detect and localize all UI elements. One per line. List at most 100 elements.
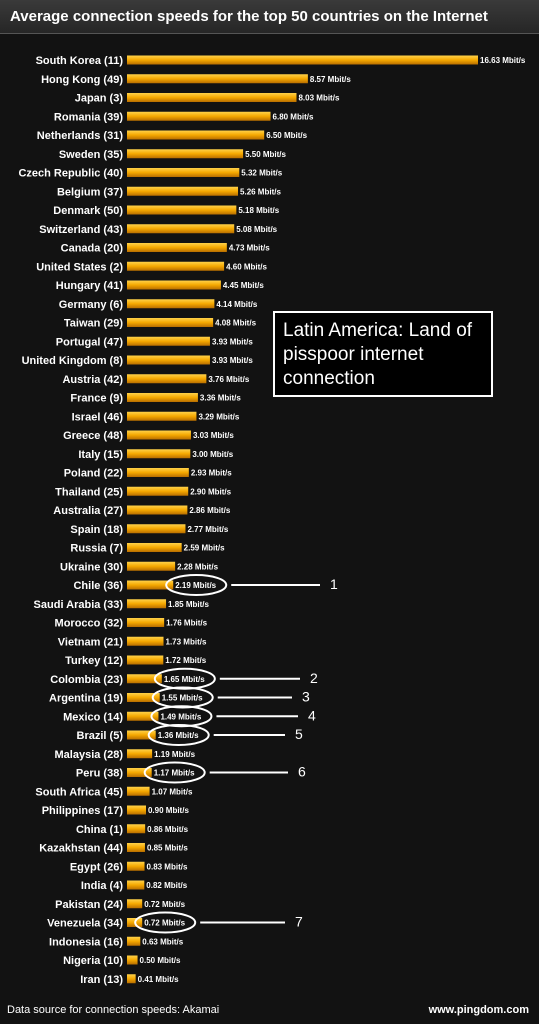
- value-label: 1.73 Mbit/s: [166, 637, 207, 646]
- value-label: 5.32 Mbit/s: [241, 169, 282, 178]
- country-label: Japan (3): [75, 93, 124, 105]
- country-label: Venezuela (34): [47, 918, 123, 930]
- bar: [127, 880, 145, 890]
- bar: [127, 543, 182, 552]
- country-label: Indonesia (16): [49, 936, 123, 948]
- value-label: 0.72 Mbit/s: [144, 919, 185, 928]
- value-label: 0.41 Mbit/s: [138, 975, 179, 984]
- bar: [127, 899, 143, 909]
- value-label: 1.19 Mbit/s: [154, 750, 195, 759]
- value-label: 1.36 Mbit/s: [158, 731, 199, 740]
- country-label: Taiwan (29): [64, 318, 123, 330]
- value-label: 2.90 Mbit/s: [190, 487, 231, 496]
- country-label: Czech Republic (40): [18, 168, 123, 180]
- bar-chart: South Korea (11) 16.63 Mbit/s Hong Kong (4…: [0, 38, 539, 998]
- chart-svg: South Korea (11) 16.63 Mbit/s Hong Kong (4…: [18, 55, 525, 986]
- country-label: Hong Kong (49): [41, 74, 123, 86]
- country-label: Colombia (23): [50, 674, 123, 686]
- value-label: 4.14 Mbit/s: [216, 300, 257, 309]
- value-label: 0.63 Mbit/s: [142, 937, 183, 946]
- highlight-circle: [147, 724, 210, 746]
- value-label: 2.59 Mbit/s: [184, 544, 225, 553]
- value-label: 1.17 Mbit/s: [154, 769, 195, 778]
- value-label: 3.00 Mbit/s: [192, 450, 233, 459]
- bar: [127, 674, 162, 684]
- country-label: South Korea (11): [36, 55, 124, 67]
- bar: [127, 280, 221, 290]
- bar: [127, 355, 210, 365]
- value-label: 6.50 Mbit/s: [266, 131, 307, 140]
- bar: [127, 449, 191, 459]
- value-label: 3.76 Mbit/s: [208, 375, 249, 384]
- value-label: 0.82 Mbit/s: [146, 881, 187, 890]
- country-label: Pakistan (24): [55, 899, 123, 911]
- bar: [127, 93, 297, 102]
- country-label: Morocco (32): [55, 618, 124, 630]
- bar: [127, 786, 150, 796]
- value-label: 2.93 Mbit/s: [191, 469, 232, 478]
- bar: [127, 486, 189, 496]
- value-label: 8.03 Mbit/s: [298, 94, 339, 103]
- country-label: Nigeria (10): [63, 955, 123, 967]
- country-label: Australia (27): [53, 505, 123, 517]
- value-label: 3.36 Mbit/s: [200, 394, 241, 403]
- bar: [127, 336, 210, 346]
- country-label: Portugal (47): [56, 336, 124, 348]
- country-label: Greece (48): [63, 430, 123, 442]
- value-label: 0.90 Mbit/s: [148, 806, 189, 815]
- country-label: China (1): [76, 824, 123, 836]
- country-label: South Africa (45): [35, 786, 123, 798]
- country-label: Italy (15): [78, 449, 123, 461]
- page-title: Average connection speeds for the top 50…: [0, 0, 539, 34]
- marker-number: 2: [310, 670, 318, 686]
- highlight-circle: [143, 761, 206, 784]
- value-label: 5.26 Mbit/s: [240, 187, 281, 196]
- bar: [127, 430, 191, 440]
- value-label: 1.72 Mbit/s: [165, 656, 206, 665]
- value-label: 1.85 Mbit/s: [168, 600, 209, 609]
- bar: [127, 805, 146, 815]
- country-label: Peru (38): [76, 768, 123, 780]
- country-label: Poland (22): [64, 468, 124, 480]
- highlight-circle: [150, 705, 213, 728]
- country-label: Vietnam (21): [58, 636, 124, 648]
- bar: [127, 580, 174, 590]
- value-label: 3.93 Mbit/s: [212, 356, 253, 365]
- bar: [127, 711, 159, 721]
- country-label: Brazil (5): [77, 730, 124, 742]
- value-label: 2.86 Mbit/s: [189, 506, 230, 515]
- value-label: 0.72 Mbit/s: [144, 900, 185, 909]
- bar: [127, 243, 227, 252]
- bar: [127, 693, 160, 702]
- value-label: 2.19 Mbit/s: [175, 581, 216, 590]
- country-label: Germany (6): [59, 299, 124, 311]
- country-label: Argentina (19): [49, 693, 123, 705]
- country-label: India (4): [81, 880, 124, 892]
- value-label: 4.08 Mbit/s: [215, 319, 256, 328]
- value-label: 0.86 Mbit/s: [147, 825, 188, 834]
- bar: [127, 599, 167, 609]
- bar: [127, 224, 235, 234]
- annotation-box: Latin America: Land of pisspoor internet…: [273, 311, 493, 397]
- country-label: Netherlands (31): [37, 130, 124, 142]
- bar: [127, 111, 271, 121]
- value-label: 1.65 Mbit/s: [164, 675, 205, 684]
- bar: [127, 411, 197, 421]
- value-label: 3.29 Mbit/s: [198, 412, 239, 421]
- bar: [127, 468, 189, 477]
- country-label: Austria (42): [62, 374, 123, 386]
- value-label: 0.85 Mbit/s: [147, 844, 188, 853]
- marker-number: 7: [295, 914, 303, 930]
- data-source-note: Data source for connection speeds: Akama…: [7, 1004, 220, 1016]
- country-label: Chile (36): [73, 580, 123, 592]
- site-credit: www.pingdom.com: [428, 1004, 529, 1016]
- value-label: 3.03 Mbit/s: [193, 431, 234, 440]
- country-label: Canada (20): [61, 243, 124, 255]
- country-label: Turkey (12): [65, 655, 123, 667]
- bar: [127, 936, 141, 946]
- value-label: 2.28 Mbit/s: [177, 562, 218, 571]
- bar: [127, 843, 145, 852]
- value-label: 5.08 Mbit/s: [236, 225, 277, 234]
- country-label: France (9): [70, 393, 123, 405]
- highlight-circle: [165, 574, 228, 596]
